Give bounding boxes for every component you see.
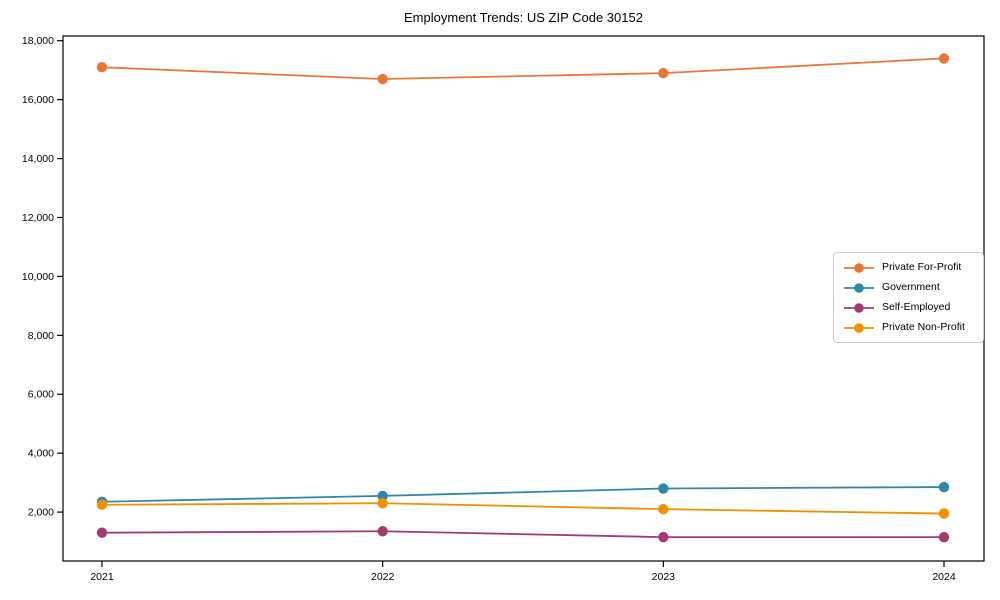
- series-line: [101, 57, 945, 80]
- legend-item: Government: [843, 280, 974, 295]
- y-tick-label: 10,000: [22, 271, 54, 283]
- y-tick-label: 8,000: [28, 330, 54, 342]
- legend-line-marker-icon: [844, 302, 874, 313]
- data-point-marker: [96, 62, 108, 73]
- chart-title: Employment Trends: US ZIP Code 30152: [404, 10, 643, 25]
- x-axis: 2021 2022 2023 2024: [90, 561, 956, 583]
- series-line: [101, 530, 944, 539]
- legend: Private For-Profit Government Self-Employe…: [833, 252, 984, 343]
- series-self-employed: [96, 526, 950, 543]
- y-axis: 2,000 4,000 6,000 8,000 10,000 12,000 14,000 16…: [22, 35, 63, 519]
- y-tick-label: 12,000: [22, 212, 54, 224]
- y-tick-label: 16,000: [22, 94, 54, 106]
- legend-label: Private Non-Profit: [882, 321, 965, 333]
- legend-item: Self-Employed: [843, 300, 974, 315]
- data-point-marker: [658, 67, 669, 79]
- series-private-for-profit: [96, 53, 950, 85]
- data-point-marker: [938, 508, 950, 519]
- data-point-marker: [938, 53, 950, 64]
- x-tick-label: 2021: [90, 571, 114, 583]
- legend-item: Private For-Profit: [843, 260, 974, 275]
- data-point-marker: [96, 527, 108, 538]
- legend-line-marker-icon: [844, 282, 874, 293]
- series-line: [101, 502, 945, 515]
- y-tick-label: 6,000: [28, 389, 54, 401]
- legend-label: Private For-Profit: [882, 261, 962, 273]
- x-tick-label: 2022: [371, 571, 395, 583]
- data-point-marker: [377, 526, 388, 537]
- y-tick-label: 18,000: [22, 35, 54, 47]
- legend-item: Private Non-Profit: [843, 320, 974, 335]
- data-point-marker: [658, 483, 669, 494]
- data-point-marker: [377, 73, 388, 85]
- data-point-marker: [658, 503, 669, 515]
- x-tick-label: 2023: [652, 571, 676, 583]
- y-tick-label: 4,000: [28, 448, 54, 460]
- legend-label: Self-Employed: [882, 301, 951, 313]
- data-point-marker: [377, 490, 388, 502]
- series-line: [101, 486, 945, 503]
- legend-line-marker-icon: [844, 322, 874, 333]
- data-point-marker: [938, 481, 950, 493]
- x-tick-label: 2024: [932, 571, 956, 583]
- series-private-non-profit: [96, 498, 950, 519]
- y-tick-label: 14,000: [22, 153, 54, 165]
- y-tick-label: 2,000: [28, 507, 54, 519]
- plot-border: [62, 35, 985, 562]
- legend-line-marker-icon: [844, 262, 874, 273]
- data-point-marker: [938, 531, 950, 543]
- data-point-marker: [96, 499, 108, 510]
- legend-label: Government: [882, 281, 940, 293]
- data-point-marker: [658, 531, 669, 543]
- data-point-marker: [377, 498, 388, 509]
